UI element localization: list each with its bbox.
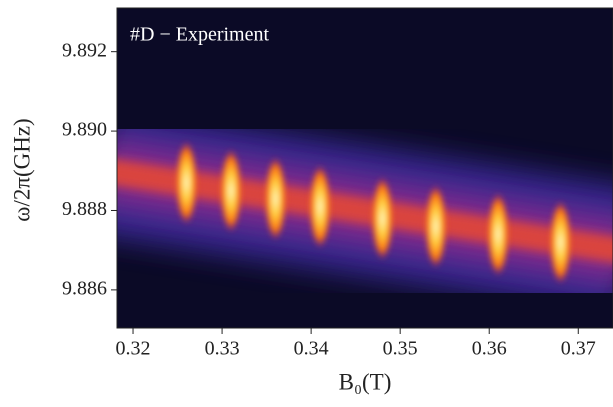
resonance-spot (264, 156, 287, 241)
y-tick-label: 9.890 (62, 119, 107, 141)
y-tick-label: 9.892 (62, 39, 107, 61)
resonance-spot (309, 164, 332, 249)
resonance-spot (487, 192, 510, 277)
resonance-spot (175, 140, 198, 225)
resonance-spot (549, 200, 572, 285)
x-tick-label: 0.34 (294, 338, 329, 360)
x-tick-label: 0.35 (383, 338, 418, 360)
y-axis-label: ω/2π(GHz) (9, 118, 34, 221)
y-tick-label: 9.888 (62, 198, 107, 220)
x-tick-label: 0.36 (472, 338, 507, 360)
resonances (175, 8, 572, 328)
heatmap (117, 8, 613, 328)
resonance-spot (371, 176, 394, 261)
resonance-spot (424, 184, 447, 269)
x-tick-label: 0.32 (116, 338, 151, 360)
x-tick-label: 0.37 (561, 338, 596, 360)
resonance-spot (219, 148, 242, 233)
x-tick-label: 0.33 (205, 338, 240, 360)
plot-frame (116, 7, 613, 329)
y-tick-label: 9.886 (62, 277, 107, 299)
x-axis-label: B₀(T) (339, 369, 392, 394)
annotation: #D − Experiment (130, 24, 269, 46)
